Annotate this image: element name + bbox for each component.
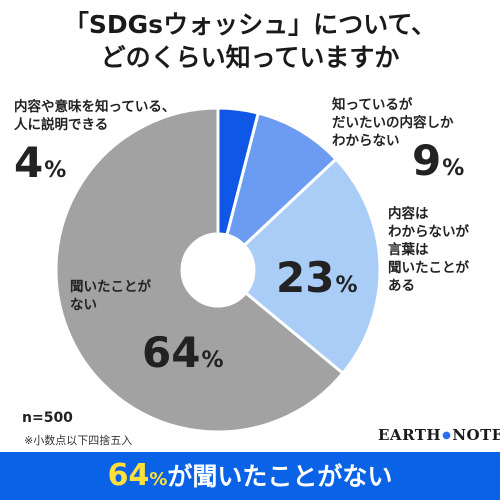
brand-logo-left: EARTH <box>378 426 442 444</box>
slice-value-1: 9% <box>412 140 464 182</box>
summary-banner: 64%が聞いたことがない <box>0 452 500 500</box>
slice-value-1-unit: % <box>442 156 465 181</box>
pie-center-hole <box>180 232 256 308</box>
slice-label-0-line-1: 人に説明できる <box>14 117 109 133</box>
slice-label-1-line-0: 知っているが <box>332 97 413 113</box>
brand-logo-right: NOTE <box>452 426 500 444</box>
slice-label-0: 内容や意味を知っている、 人に説明できる <box>14 98 175 134</box>
slice-value-1-number: 9 <box>412 136 442 185</box>
slice-value-0: 4% <box>14 142 66 184</box>
slice-value-2-number: 23 <box>276 253 335 302</box>
slice-label-2-line-2: 言葉は <box>388 242 429 258</box>
slice-label-1: 知っているが だいたいの内容しか わからない <box>332 96 454 150</box>
title-line-1: 「SDGsウォッシュ」について、 <box>63 10 437 39</box>
banner-number: 64 <box>107 458 150 493</box>
slice-label-2-line-1: わからないが <box>388 224 469 240</box>
slice-value-2: 23% <box>276 257 358 299</box>
chart-title: 「SDGsウォッシュ」について、 どのくらい知っていますか <box>0 8 500 74</box>
slice-value-0-number: 4 <box>14 138 44 187</box>
banner-text: が聞いたことがない <box>167 462 393 491</box>
slice-label-2-line-0: 内容は <box>388 206 429 222</box>
slice-label-2-line-3: 聞いたことが <box>388 260 469 276</box>
pie-slice-1 <box>216 111 338 272</box>
slice-label-1-line-1: だいたいの内容しか <box>332 115 454 131</box>
banner-unit: % <box>149 469 168 490</box>
slice-label-3-line-1: ない <box>70 297 97 313</box>
slice-label-3-line-0: 聞いたことが <box>70 279 151 295</box>
rounding-note: ※小数点以下四捨五入 <box>24 434 133 447</box>
sample-size-note: n=500 <box>22 410 73 426</box>
slice-value-3-unit: % <box>201 348 224 373</box>
title-line-2: どのくらい知っていますか <box>100 43 400 72</box>
slice-label-2: 内容は わからないが 言葉は 聞いたことが ある <box>388 205 469 295</box>
slice-value-3: 64% <box>142 332 224 374</box>
slice-label-3: 聞いたことが ない <box>70 278 151 314</box>
brand-dot-icon: ● <box>442 430 452 441</box>
slice-label-0-line-0: 内容や意味を知っている、 <box>14 99 176 115</box>
slice-value-2-unit: % <box>335 273 358 298</box>
slice-label-2-line-4: ある <box>388 278 415 294</box>
pie-slice-2 <box>216 157 382 375</box>
slice-value-0-unit: % <box>44 158 67 183</box>
brand-logo: EARTH●NOTE <box>378 426 500 444</box>
slice-label-1-line-2: わからない <box>332 133 400 149</box>
slice-value-3-number: 64 <box>142 328 201 377</box>
